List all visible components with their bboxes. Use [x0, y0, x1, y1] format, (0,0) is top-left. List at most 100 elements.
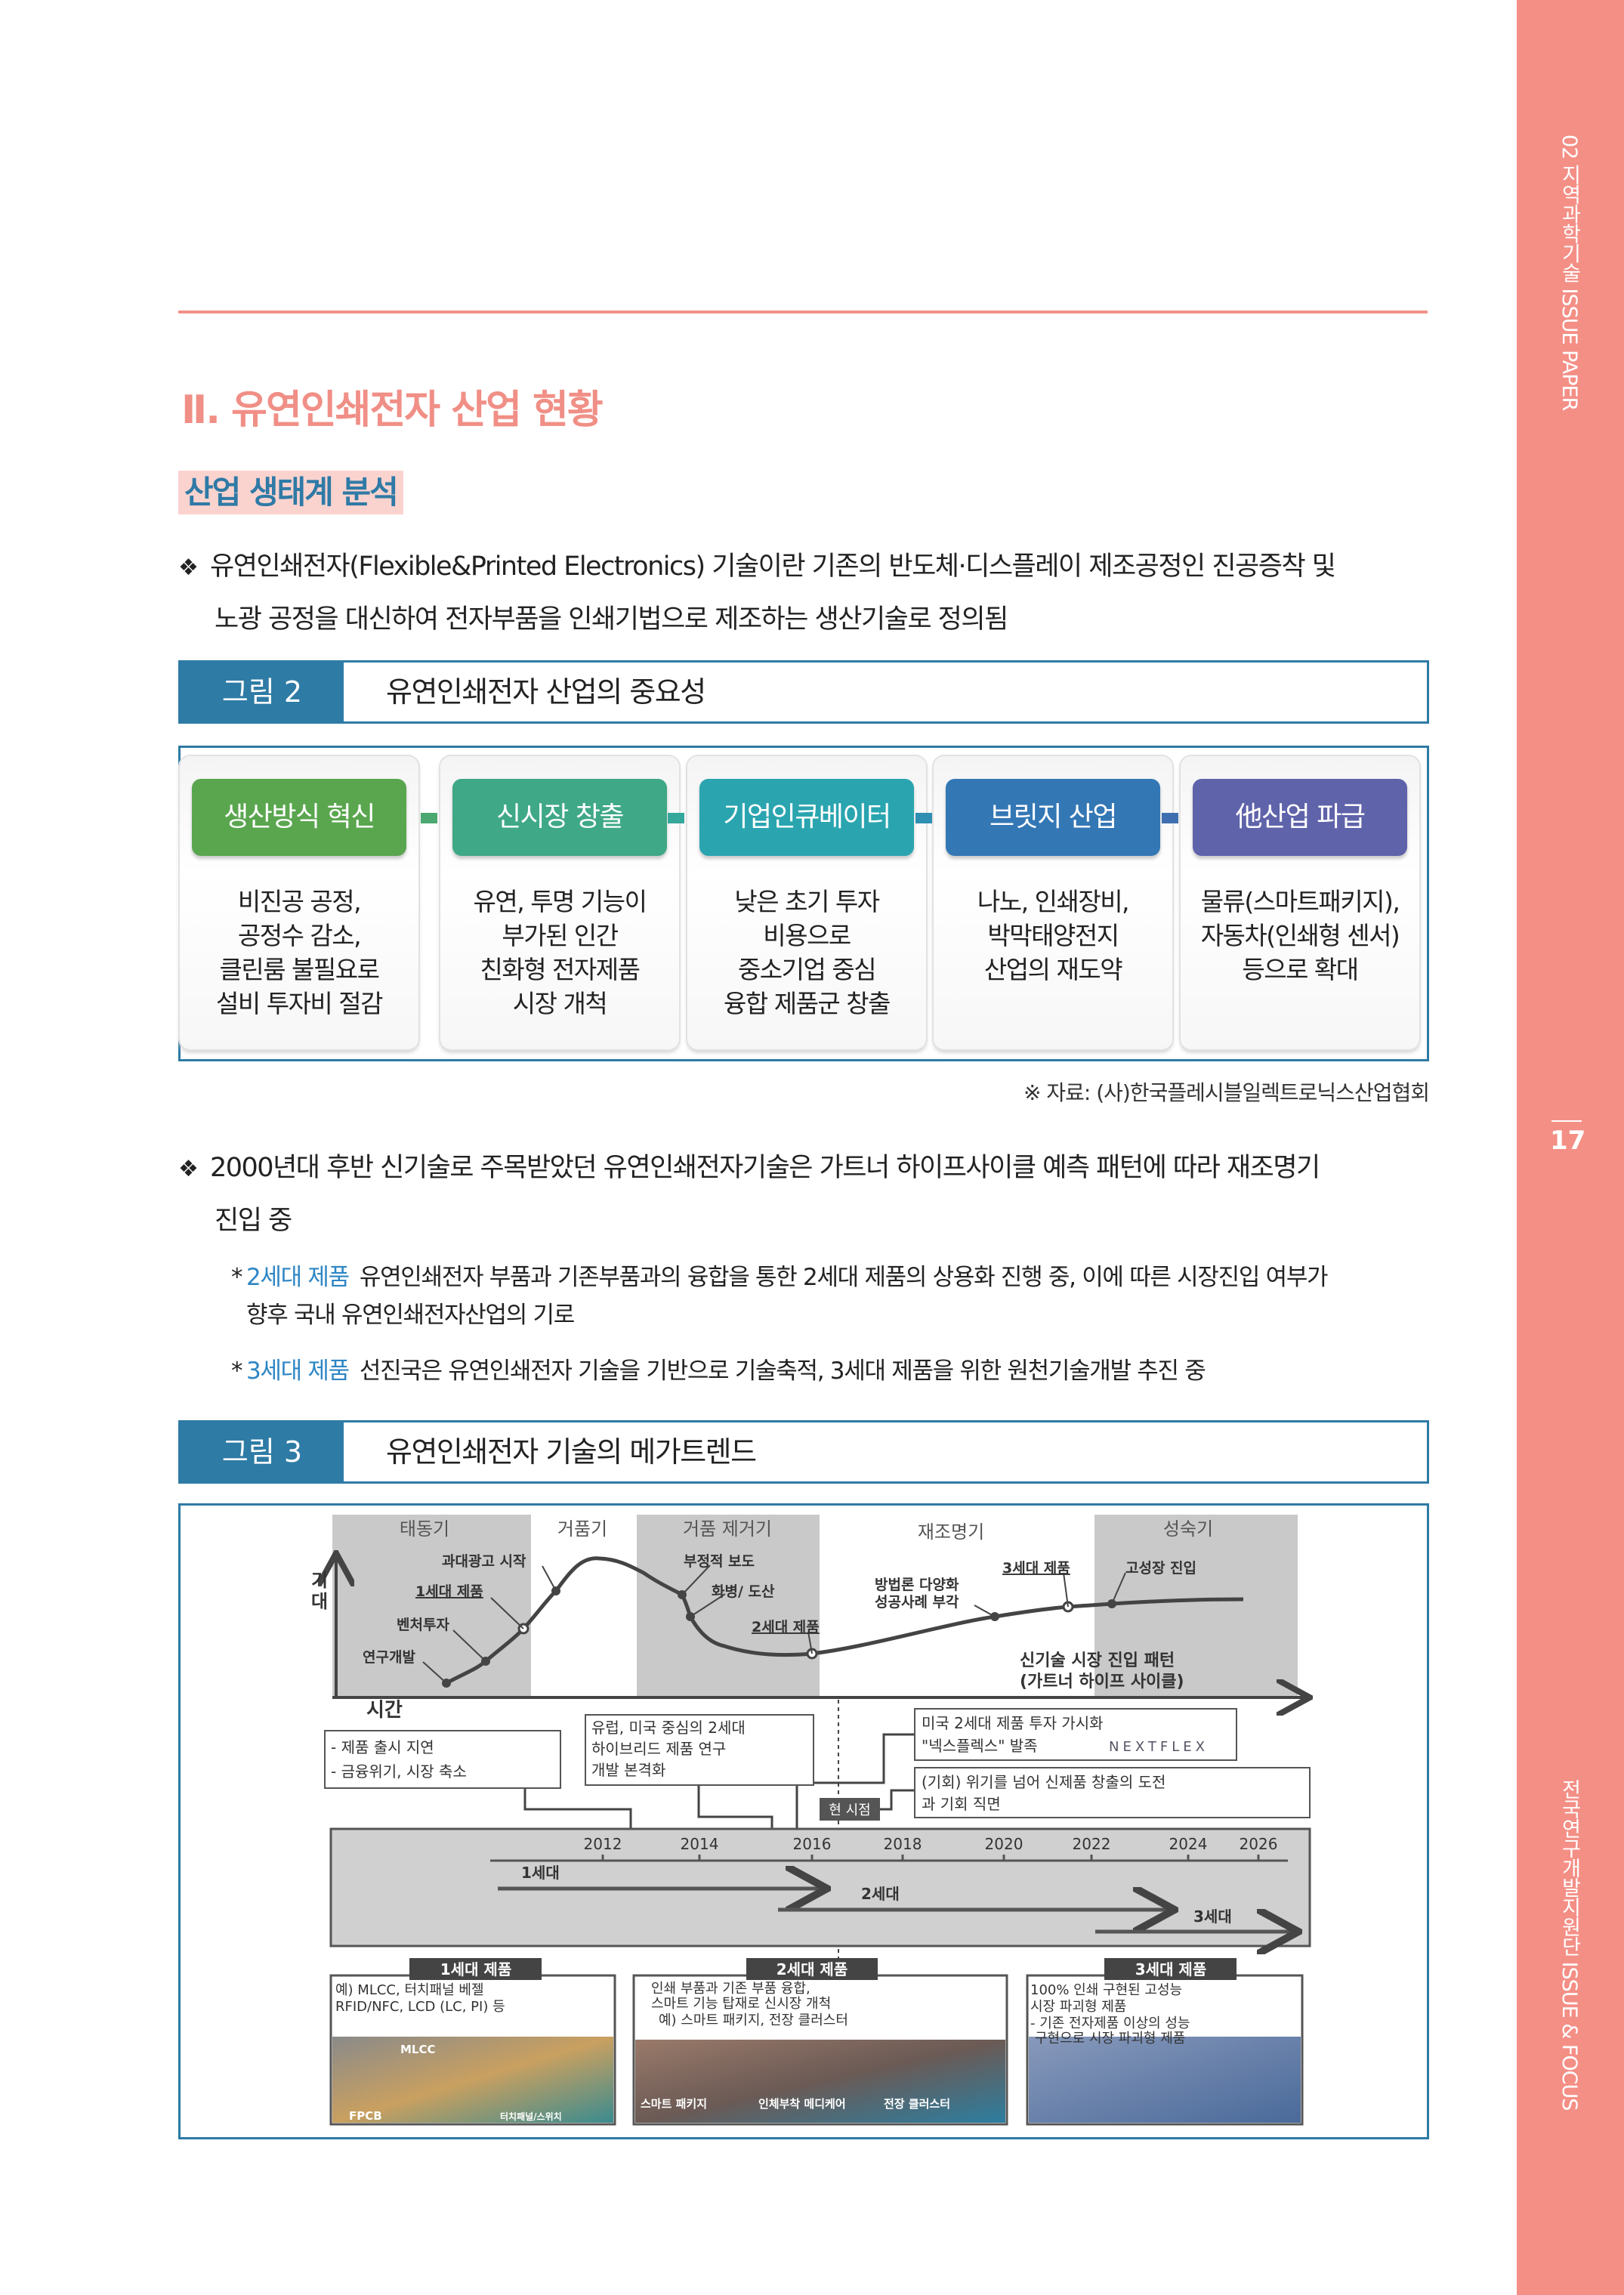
importance-card: 생산방식 혁신 비진공 공정, 공정수 감소, 클린룸 불필요로 설비 투자비 절감 [180, 756, 418, 1049]
info-text: - 금융위기, 시장 축소 [331, 1762, 467, 1781]
year-label: 2012 [584, 1835, 622, 1853]
phase-label: 거품기 [557, 1518, 607, 1540]
info-box [914, 1767, 1311, 1818]
figure-source: ※ 자료: (사)한국플레시블일렉트로닉스산업협회 [1023, 1080, 1430, 1105]
y-axis-label: 기 [311, 1570, 328, 1591]
sub-item: * 3세대 제품 선진국은 유연인쇄전자 기술을 기반으로 기술축적, 3세대 제… [231, 1352, 1432, 1390]
publisher-label: 전국연구개발지원단 ISSUE & FOCUS [1558, 1779, 1581, 2111]
year-label: 2026 [1240, 1835, 1278, 1853]
sub-item: * 2세대 제품 유연인쇄전자 부품과 기존부품과의 융합을 통한 2세대 제품의… [231, 1259, 1432, 1334]
info-box [324, 1730, 561, 1789]
photo-label: 인체부착 메디케어 [758, 2097, 846, 2111]
card-text: 비진공 공정, 공정수 감소, 클린룸 불필요로 설비 투자비 절감 [216, 887, 384, 1018]
section-subtitle: 산업 생태계 분석 [178, 471, 403, 514]
photo-label: 터치패널/스위치 [500, 2111, 562, 2122]
product-text: 100% 인쇄 구현된 고성능 [1030, 1982, 1182, 1998]
generation-label: 1세대 [521, 1864, 560, 1882]
product-text: RFID/NFC, LCD (LC, PI) 등 [335, 1999, 505, 2015]
product-photo [635, 2040, 1005, 2123]
product-text: 인공피부, 인체부착 메디 케어 등 [659, 2026, 843, 2042]
phase-label: 재조명기 [918, 1521, 984, 1543]
year-label: 2016 [793, 1835, 832, 1853]
photo-label: 스마트 패키지 [641, 2097, 707, 2111]
annotation: 부정적 보도 [684, 1553, 755, 1570]
annotation: 화병/ 도산 [712, 1583, 775, 1600]
annotation: 2세대 제품 [752, 1619, 820, 1636]
diamond-bullet-icon: ❖ [178, 1156, 199, 1182]
paragraph-2: ❖ 2000년대 후반 신기술로 주목받았던 유연인쇄전자기술은 가트너 하이프사… [178, 1142, 1432, 1246]
annotation: 성공사례 부각 [875, 1594, 959, 1611]
phase-label: 태동기 [400, 1518, 449, 1540]
product-tab [1104, 1958, 1237, 1980]
importance-card: 기업인큐베이터 낮은 초기 투자 비용으로 중소기업 중심 융합 제품군 창출 [687, 756, 926, 1049]
sub-item-text: 유연인쇄전자 부품과 기존부품과의 융합을 통한 2세대 제품의 상용화 진행 … [359, 1264, 1329, 1291]
generation-label: 2세대 [861, 1885, 900, 1903]
product-tab [409, 1958, 542, 1980]
section-title: Ⅱ. 유연인쇄전자 산업 현황 [181, 388, 604, 433]
card-text: 나노, 인쇄장비, 박막태양전지 산업의 재도약 [977, 887, 1130, 984]
info-text: 개발 본격화 [591, 1761, 665, 1779]
product-photo [1029, 2037, 1301, 2123]
annotation: 3세대 제품 [1002, 1560, 1070, 1577]
product-text: - 기존 전자제품 이상의 성능 [1030, 2015, 1190, 2031]
product-tab [746, 1958, 878, 1980]
product-text: 스마트 기능 탑재로 신시장 개척 [651, 1996, 831, 2012]
paragraph-line: 유연인쇄전자(Flexible&Printed Electronics) 기술이… [210, 551, 1336, 582]
generation-label: 3세대 [1193, 1907, 1232, 1926]
annotation: 1세대 제품 [415, 1583, 483, 1600]
paragraph-line: 진입 중 [215, 1206, 292, 1236]
connector [421, 813, 437, 823]
info-text: - 제품 출시 지연 [331, 1738, 434, 1756]
card-header: 브릿지 산업 [946, 779, 1160, 856]
info-text: 미국 2세대 제품 투자 가시화 [922, 1714, 1104, 1732]
card-header: 생산방식 혁신 [192, 779, 406, 856]
product-text: 예) 스마트 패키지, 전장 클러스터 [659, 2012, 848, 2028]
annotation: 고성장 진입 [1125, 1560, 1196, 1577]
figure-3-caption: 그림 3 유연인쇄전자 기술의 메가트렌드 [178, 1420, 1429, 1484]
annotation: 연구개발 [363, 1649, 415, 1666]
y-axis-label: 대 [311, 1591, 328, 1612]
phase-band [637, 1515, 820, 1696]
phase-band [1095, 1515, 1298, 1696]
info-text: "넥스플렉스" 발족 [922, 1737, 1038, 1755]
annotation: 과대광고 시작 [442, 1553, 526, 1570]
annotation: (가트너 하이프 사이클) [1020, 1673, 1184, 1691]
x-axis-label: 시간 [366, 1699, 403, 1722]
figure-label: 그림 3 [181, 1422, 344, 1481]
product-text: 구현으로 시장 파괴형 제품 [1035, 2031, 1185, 2046]
product-text: 인쇄 부품과 기존 부품 융합, [651, 1981, 810, 1997]
card-header: 他산업 파급 [1193, 779, 1407, 856]
figure-label: 그림 2 [181, 663, 344, 721]
connector [668, 813, 684, 823]
paragraph-line: 노광 공정을 대신하여 전자부품을 인쇄기법으로 제조하는 생산기술로 정의됨 [215, 604, 1008, 635]
asterisk-marker: * [231, 1358, 243, 1385]
card-text: 물류(스마트패키지), 자동차(인쇄형 센서) 등으로 확대 [1200, 887, 1400, 984]
page-number-divider [1551, 1120, 1582, 1122]
product-text: 시장 파괴형 제품 [1030, 1999, 1126, 2015]
card-header: 기업인큐베이터 [699, 779, 914, 856]
year-label: 2024 [1169, 1835, 1208, 1853]
card-text: 낮은 초기 투자 비용으로 중소기업 중심 융합 제품군 창출 [724, 887, 891, 1018]
paragraph-line: 2000년대 후반 신기술로 주목받았던 유연인쇄전자기술은 가트너 하이프사이… [210, 1153, 1320, 1183]
sub-item-label: 3세대 제품 [246, 1358, 350, 1385]
phase-label: 성숙기 [1163, 1518, 1213, 1540]
figure-title: 유연인쇄전자 산업의 중요성 [386, 675, 706, 709]
year-label: 2014 [681, 1835, 719, 1853]
diamond-bullet-icon: ❖ [178, 554, 199, 581]
product-title: 3세대 제품 [1135, 1960, 1206, 1978]
info-text: 유럽, 미국 중심의 2세대 [591, 1719, 746, 1737]
info-text: (기회) 위기를 넘어 신제품 창출의 도전 [922, 1773, 1166, 1791]
now-marker [820, 1798, 880, 1821]
info-box [914, 1708, 1237, 1761]
info-text: 과 기회 직면 [922, 1795, 1001, 1813]
importance-card: 브릿지 산업 나노, 인쇄장비, 박막태양전지 산업의 재도약 [934, 756, 1172, 1049]
annotation: 벤처투자 [397, 1617, 449, 1633]
info-box [585, 1714, 814, 1786]
page-number: 17 [1550, 1126, 1586, 1156]
card-header: 신시장 창출 [452, 779, 667, 856]
product-title: 1세대 제품 [440, 1960, 511, 1978]
asterisk-marker: * [231, 1264, 243, 1291]
sub-item-text: 향후 국내 유연인쇄전자산업의 기로 [246, 1302, 575, 1329]
importance-card: 他산업 파급 물류(스마트패키지), 자동차(인쇄형 센서) 등으로 확대 [1181, 756, 1419, 1049]
